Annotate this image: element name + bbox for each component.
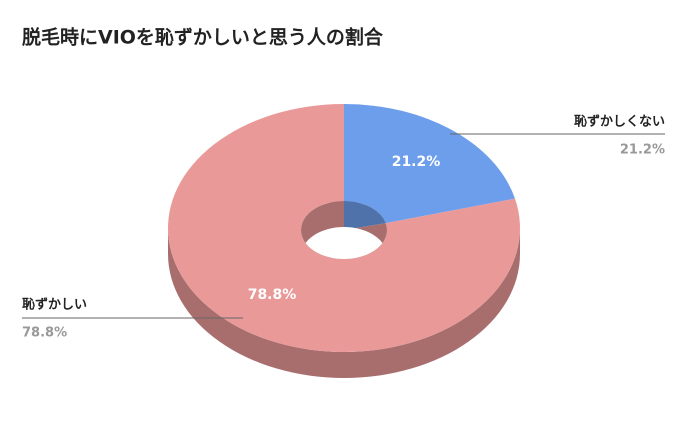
legend-label: 恥ずかしい	[22, 297, 87, 313]
chart-title: 脱毛時にVIOを恥ずかしいと思う人の割合	[22, 26, 384, 49]
slice	[344, 104, 516, 224]
slice	[168, 104, 520, 352]
hole-wall	[344, 201, 387, 230]
data-label: 78.8%	[248, 287, 297, 303]
legend-value: 78.8%	[22, 326, 67, 341]
hole-bottom	[301, 227, 387, 259]
legend-value: 21.2%	[620, 143, 665, 158]
data-label: 21.2%	[392, 154, 441, 170]
legend-label: 恥ずかしくない	[574, 114, 665, 130]
slice-side	[168, 228, 520, 378]
